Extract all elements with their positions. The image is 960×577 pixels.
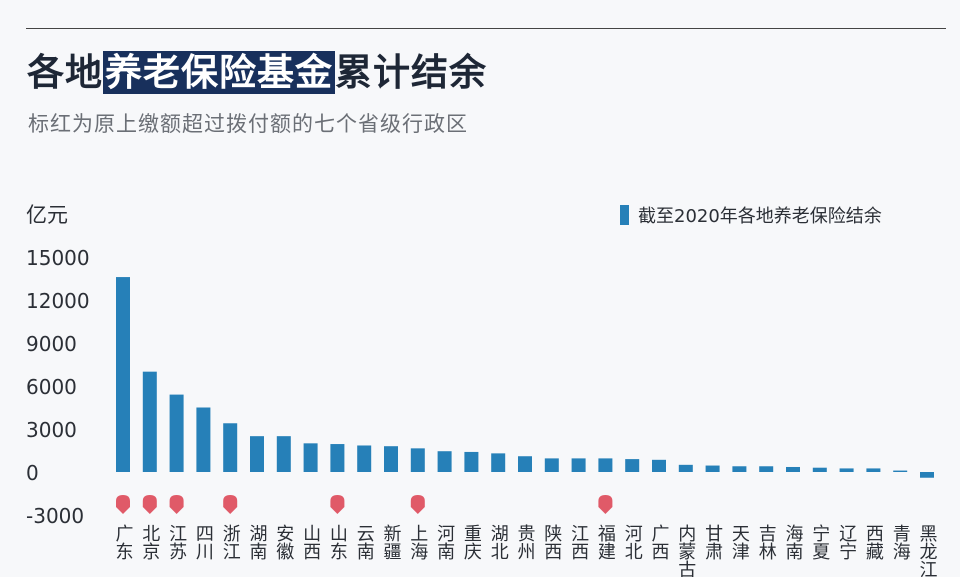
category-label: 天津 (729, 524, 750, 560)
category-label: 广东 (113, 524, 134, 560)
category-label: 陕西 (541, 524, 562, 560)
red-marker (330, 495, 345, 514)
category-label: 山西 (300, 524, 321, 560)
bar (491, 453, 506, 472)
bar (116, 277, 130, 472)
category-label: 安徽 (273, 524, 294, 560)
category-label: 江西 (568, 524, 589, 560)
legend-swatch (620, 205, 629, 225)
bar (250, 436, 264, 472)
red-marker (142, 495, 157, 514)
top-rule (26, 28, 946, 29)
bar (625, 459, 640, 472)
bar (786, 466, 800, 472)
title-part-3: 累计结余 (335, 51, 487, 94)
bar (437, 451, 452, 472)
bar (812, 467, 827, 472)
category-label: 云南 (354, 524, 375, 560)
category-label: 福建 (595, 524, 616, 560)
y-tick-label: 0 (26, 461, 39, 485)
category-label: 贵州 (515, 524, 536, 560)
category-label: 黑龙江 (917, 524, 938, 577)
bar (169, 394, 184, 472)
category-label: 吉林 (756, 524, 777, 560)
bar (893, 470, 908, 472)
red-marker (223, 495, 238, 514)
category-label: 内蒙古 (675, 524, 696, 577)
y-tick-label: 3000 (26, 418, 77, 442)
y-axis-unit: 亿元 (26, 203, 68, 227)
category-label: 江苏 (166, 524, 187, 560)
category-label: 甘肃 (702, 524, 723, 560)
y-tick-label: 6000 (26, 375, 77, 399)
category-label: 北京 (139, 524, 160, 561)
category-label: 湖南 (247, 524, 268, 560)
category-label: 山东 (327, 524, 348, 560)
category-label: 宁夏 (809, 524, 830, 560)
category-label: 辽宁 (836, 524, 857, 560)
bar (410, 448, 425, 472)
bar (223, 423, 238, 472)
red-marker (410, 495, 425, 514)
bar (142, 371, 157, 472)
bar (732, 466, 747, 472)
bar (759, 466, 774, 472)
red-marker (169, 495, 184, 514)
bar (330, 444, 345, 472)
category-label: 河北 (622, 524, 643, 560)
legend: 截至2020年各地养老保险结余 (620, 202, 882, 228)
bar (705, 465, 720, 472)
category-label: 西藏 (863, 524, 884, 561)
chart-title: 各地养老保险基金累计结余 (27, 48, 487, 98)
legend-label: 截至2020年各地养老保险结余 (638, 206, 882, 227)
bar (598, 458, 613, 472)
bar (196, 407, 211, 472)
bar (839, 468, 854, 472)
category-label: 新疆 (381, 524, 402, 560)
bar (544, 458, 559, 472)
y-tick-label: 15000 (26, 246, 90, 270)
bar (920, 472, 934, 478)
bar (357, 445, 372, 472)
bar (303, 443, 318, 472)
bar (276, 436, 291, 472)
category-label: 重庆 (461, 524, 482, 560)
y-tick-label: 12000 (26, 289, 90, 313)
category-label: 河南 (434, 524, 455, 560)
category-label: 四川 (193, 524, 214, 560)
title-highlight: 养老保险基金 (103, 51, 335, 94)
title-part-1: 各地 (27, 51, 103, 94)
bar (678, 464, 693, 472)
category-label: 湖北 (488, 524, 509, 560)
bar (866, 468, 881, 472)
red-marker (116, 495, 130, 514)
bar (571, 458, 586, 472)
category-label: 广西 (649, 524, 670, 560)
bar (384, 446, 398, 472)
category-label: 海南 (783, 524, 804, 560)
bar (652, 459, 666, 472)
chart-subtitle: 标红为原上缴额超过拨付额的七个省级行政区 (28, 112, 468, 136)
category-label: 浙江 (220, 524, 241, 560)
bar (518, 456, 532, 472)
category-label: 青海 (890, 524, 911, 560)
y-tick-label: 9000 (26, 332, 77, 356)
red-marker (598, 495, 613, 514)
bar (464, 451, 479, 472)
y-tick-label: -3000 (26, 504, 84, 528)
category-label: 上海 (407, 524, 428, 560)
